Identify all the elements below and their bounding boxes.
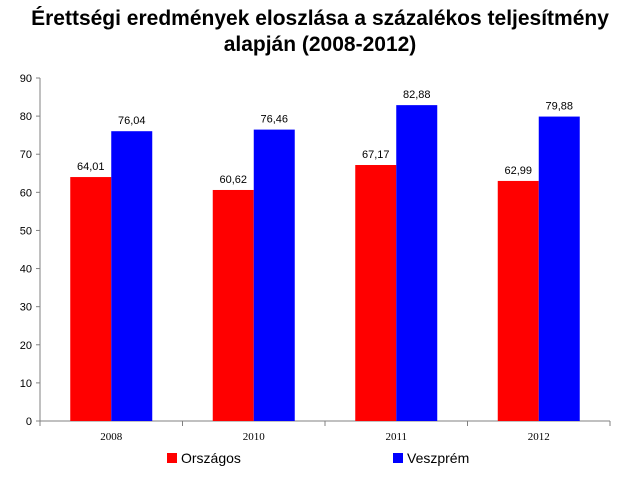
data-label: 62,99 [504, 165, 532, 177]
chart-title-line-2: alapján (2008-2012) [223, 33, 417, 56]
bar-országos [355, 165, 397, 421]
data-label: 76,04 [118, 115, 146, 127]
chart-title-line-1: Érettségi eredmények eloszlása a százalé… [31, 7, 609, 30]
x-tick-label: 2011 [385, 431, 407, 443]
bar-országos [212, 189, 254, 421]
chart-title: Érettségi eredmények eloszlása a százalé… [0, 6, 640, 58]
bar-veszprém [396, 105, 438, 422]
data-label: 60,62 [219, 174, 247, 186]
y-tick-label: 0 [26, 416, 32, 428]
legend-label: Veszprém [407, 450, 469, 466]
y-tick-label: 60 [20, 187, 32, 199]
y-tick-label: 30 [20, 302, 32, 314]
x-tick-label: 2008 [100, 431, 123, 443]
bar-országos [497, 180, 539, 421]
y-tick-label: 80 [20, 111, 32, 123]
y-tick-label: 70 [20, 149, 32, 161]
bar-országos [70, 177, 112, 421]
data-label: 79,88 [545, 101, 573, 113]
legend-swatch-veszprém [393, 453, 403, 463]
y-tick-label: 20 [20, 340, 32, 352]
bar-veszprém [538, 116, 580, 421]
data-label: 64,01 [77, 161, 105, 173]
bar-veszprém [111, 131, 153, 421]
x-tick-label: 2012 [528, 431, 550, 443]
data-label: 82,88 [403, 89, 431, 101]
data-label: 76,46 [260, 114, 288, 126]
data-label: 67,17 [362, 149, 390, 161]
y-tick-label: 10 [20, 378, 32, 390]
y-tick-label: 90 [20, 73, 32, 85]
y-tick-label: 50 [20, 225, 32, 237]
legend-label: Országos [181, 450, 241, 466]
legend-swatch-országos [167, 453, 177, 463]
bar-veszprém [253, 129, 295, 421]
x-tick-label: 2010 [243, 431, 266, 443]
y-tick-label: 40 [20, 264, 32, 276]
